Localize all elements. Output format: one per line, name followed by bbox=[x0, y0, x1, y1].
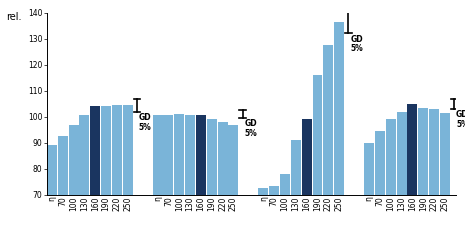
Bar bbox=[174, 114, 184, 195]
Bar bbox=[228, 124, 239, 195]
Bar bbox=[112, 105, 122, 195]
Bar bbox=[334, 22, 344, 195]
Bar bbox=[90, 106, 100, 195]
Bar bbox=[196, 116, 206, 195]
Bar bbox=[207, 120, 217, 195]
Bar bbox=[397, 112, 406, 195]
Bar bbox=[80, 116, 89, 195]
Bar bbox=[291, 140, 301, 195]
Bar bbox=[312, 75, 322, 195]
Bar bbox=[386, 120, 396, 195]
Text: GD
5%: GD 5% bbox=[245, 120, 257, 138]
Bar bbox=[429, 109, 439, 195]
Bar bbox=[58, 136, 68, 195]
Bar bbox=[68, 124, 79, 195]
Bar bbox=[407, 104, 418, 195]
Text: GD
5%: GD 5% bbox=[350, 35, 363, 53]
Bar bbox=[185, 116, 195, 195]
Bar bbox=[164, 116, 173, 195]
Bar bbox=[218, 122, 227, 195]
Bar bbox=[123, 105, 133, 195]
Bar bbox=[153, 116, 163, 195]
Bar bbox=[364, 143, 374, 195]
Bar bbox=[280, 174, 290, 195]
Bar bbox=[259, 188, 268, 195]
Text: GD
5%: GD 5% bbox=[139, 113, 152, 132]
Bar bbox=[101, 106, 111, 195]
Text: rel.: rel. bbox=[7, 12, 22, 22]
Bar bbox=[375, 131, 385, 195]
Bar bbox=[47, 146, 57, 195]
Bar bbox=[323, 45, 333, 195]
Bar bbox=[418, 108, 428, 195]
Bar bbox=[302, 120, 312, 195]
Text: GD
5%: GD 5% bbox=[456, 110, 465, 129]
Bar bbox=[269, 186, 279, 195]
Bar bbox=[440, 113, 450, 195]
